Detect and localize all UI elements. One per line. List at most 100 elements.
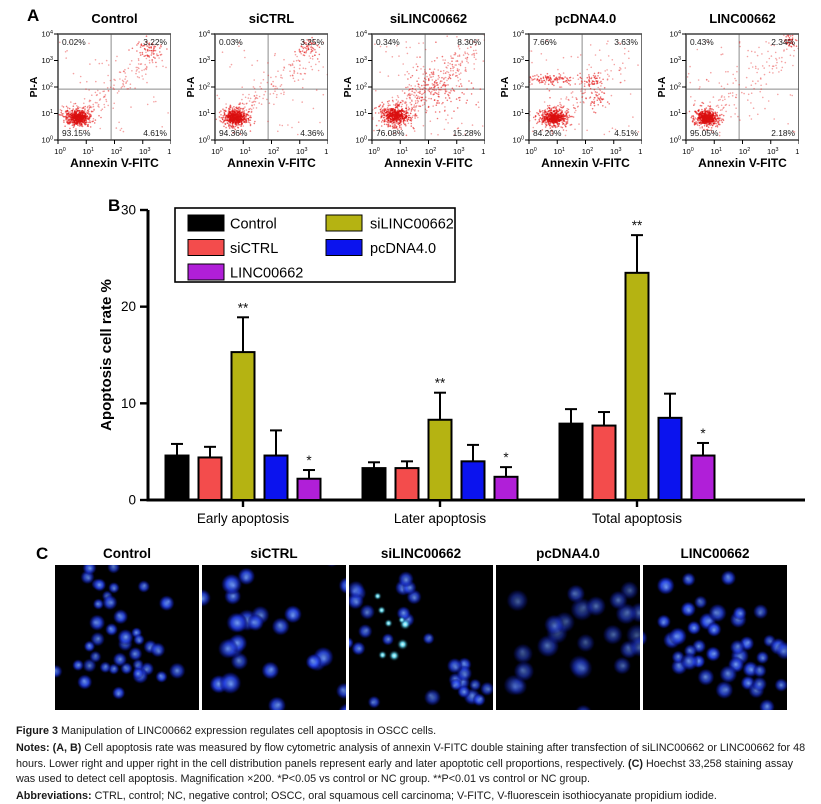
hoechst-image-title: siCTRL	[250, 546, 298, 561]
axis-tick-label: 103	[670, 56, 681, 65]
axis-tick-label: 104	[795, 147, 799, 156]
axis-tick-label: 103	[42, 56, 53, 65]
y-axis-tick-label: 10	[121, 396, 136, 411]
flow-x-axis-label: Annexin V-FITC	[70, 156, 159, 170]
flow-plot-title: LINC00662	[709, 11, 776, 26]
caption-abbreviations-label: Abbreviations:	[16, 790, 92, 803]
flow-plot-title: Control	[91, 11, 138, 26]
axis-tick-label: 102	[582, 147, 593, 156]
y-axis-tick-label: 0	[128, 493, 136, 508]
axis-tick-label: 104	[356, 30, 367, 39]
chart-y-axis-label: Apoptosis cell rate %	[98, 279, 115, 431]
axis-tick-label: 102	[111, 147, 122, 156]
hoechst-image-title: siLINC00662	[380, 546, 462, 561]
scatter-dots-sparse	[216, 41, 328, 136]
hoechst-image-pcdna4-0: pcDNA4.0	[496, 545, 640, 710]
legend-swatch-pcdna4-0	[325, 239, 363, 256]
axis-tick-label: 102	[513, 83, 524, 92]
axis-tick-label: 104	[670, 30, 681, 39]
flow-x-axis-label: Annexin V-FITC	[698, 156, 787, 170]
flow-plot-title: siLINC00662	[389, 11, 468, 26]
axis-tick-label: 101	[711, 147, 722, 156]
legend-swatch-sictrl	[187, 239, 225, 256]
caption-figure-label: Figure 3	[16, 725, 58, 737]
scatter-dots-core	[697, 109, 718, 127]
y-axis-tick-label: 20	[121, 299, 136, 314]
flow-x-axis-label: Annexin V-FITC	[227, 156, 316, 170]
quadrant-ur-percent: 3.63%	[614, 37, 638, 47]
flow-y-axis-label: PI-A	[30, 76, 40, 97]
legend-label: siCTRL	[230, 241, 278, 257]
flow-x-axis-label: Annexin V-FITC	[541, 156, 630, 170]
bar-control	[558, 422, 584, 501]
flow-y-axis-label: PI-A	[658, 76, 668, 97]
bar-silinc00662	[624, 271, 650, 502]
axis-tick-label: 103	[453, 147, 464, 156]
apoptosis-bar-chart: 0 10 20 30 Apoptosis cell rate % Early apopto…	[98, 203, 805, 526]
fluorescence-micrograph	[643, 565, 787, 710]
hoechst-image-control: Control	[55, 545, 199, 710]
hoechst-image-sictrl: siCTRL	[202, 545, 346, 710]
axis-tick-label: 104	[513, 30, 524, 39]
quadrant-ul-percent: 0.43%	[690, 37, 714, 47]
hoechst-image-silinc00662: siLINC00662	[349, 545, 493, 710]
flow-y-axis-label: PI-A	[187, 76, 197, 97]
axis-tick-label: 103	[139, 147, 150, 156]
flow-cytometry-row: Control 104 103 102 101 100 100 101 102 103 104 0.0…	[28, 8, 807, 175]
significance-stars: **	[435, 376, 446, 391]
significance-stars: *	[700, 426, 706, 441]
caption-abbreviations-line: Abbreviations: CTRL, control; NC, negati…	[16, 789, 812, 804]
axis-tick-label: 101	[199, 109, 210, 118]
legend-swatch-silinc00662	[325, 214, 363, 232]
significance-stars: **	[238, 300, 249, 315]
bar-linc00662	[296, 477, 322, 502]
bar-linc00662	[690, 454, 716, 501]
quadrant-lr-percent: 15.28%	[453, 128, 482, 138]
fluorescence-micrograph	[496, 565, 640, 710]
caption-notes-text2: Hoechst 33,258 staining assay was used t…	[16, 757, 794, 785]
flow-x-axis-label: Annexin V-FITC	[384, 156, 473, 170]
fluorescence-micrograph	[55, 565, 199, 710]
bar-linc00662	[493, 475, 519, 501]
fluorescence-micrograph	[349, 565, 493, 710]
axis-tick-label: 103	[356, 56, 367, 65]
bar-silinc00662	[230, 351, 256, 501]
axis-tick-label: 103	[610, 147, 621, 156]
legend-swatch-control	[187, 214, 225, 232]
significance-stars: **	[632, 218, 643, 233]
scatter-dots-core	[224, 110, 249, 125]
significance-stars: *	[503, 450, 509, 465]
flow-y-axis-label: PI-A	[344, 76, 354, 97]
bar-pcdna4-0	[460, 460, 486, 502]
quadrant-ul-percent: 0.03%	[219, 37, 243, 47]
axis-tick-label: 100	[670, 136, 681, 145]
bar-control	[361, 467, 387, 502]
axis-tick-label: 103	[199, 56, 210, 65]
axis-tick-label: 102	[739, 147, 750, 156]
significance-stars: *	[306, 453, 312, 468]
axis-tick-label: 104	[638, 147, 642, 156]
quadrant-lr-percent: 4.61%	[143, 128, 167, 138]
axis-tick-label: 104	[167, 147, 171, 156]
axis-tick-label: 103	[296, 147, 307, 156]
flow-y-axis-label: PI-A	[501, 76, 511, 97]
quadrant-ll-percent: 84.20%	[533, 128, 562, 138]
bar-pcdna4-0	[263, 454, 289, 501]
axis-tick-label: 102	[425, 147, 436, 156]
axis-tick-label: 103	[513, 56, 524, 65]
category-label: Early apoptosis	[197, 511, 290, 526]
scatter-dots-sparse	[529, 39, 640, 137]
bar-sictrl	[394, 467, 420, 502]
quadrant-ur-percent: 3.22%	[143, 37, 167, 47]
scatter-dots-sparse	[59, 41, 169, 133]
axis-tick-label: 100	[211, 147, 222, 156]
scatter-dots-sparse	[373, 34, 485, 136]
fluorescence-micrograph	[202, 565, 346, 710]
